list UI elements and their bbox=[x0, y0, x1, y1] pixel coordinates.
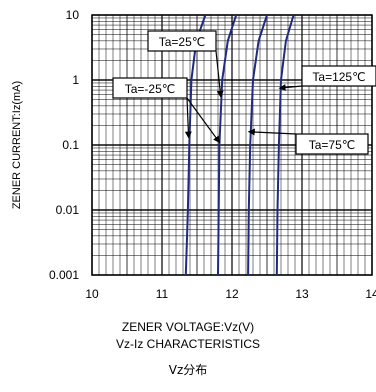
series-line bbox=[275, 15, 295, 275]
x-tick-label: 12 bbox=[225, 287, 239, 301]
annotation-arrow bbox=[215, 50, 224, 98]
annotation-box bbox=[112, 77, 188, 99]
annotation-box bbox=[301, 65, 376, 87]
y-tick-label: 0.001 bbox=[49, 268, 79, 282]
annotation-box bbox=[295, 133, 369, 155]
series-line bbox=[247, 15, 268, 275]
annotation-label: Ta=75℃ bbox=[309, 138, 356, 152]
tick-labels: 10 11 12 13 14 0.001 0.01 0.1 1 10 bbox=[49, 8, 376, 301]
series-line bbox=[217, 15, 238, 275]
x-axis-label: ZENER VOLTAGE:Vz(V) bbox=[121, 320, 255, 334]
annotation-arrow bbox=[247, 128, 297, 136]
y-tick-label: 10 bbox=[66, 8, 80, 22]
y-axis-label: ZENER CURRENT:Iz(mA) bbox=[11, 81, 23, 209]
x-tick-label: 13 bbox=[295, 287, 309, 301]
annotation-arrow bbox=[186, 97, 220, 144]
y-tick-label: 1 bbox=[72, 73, 79, 87]
annotation-label: Ta=125℃ bbox=[312, 70, 365, 84]
x-tick-label: 11 bbox=[156, 287, 169, 301]
annotation-arrow bbox=[184, 97, 192, 139]
grid-lines bbox=[91, 14, 373, 276]
annotation-arrow bbox=[278, 84, 303, 92]
annotation-label: Ta=25℃ bbox=[159, 35, 206, 49]
x-tick-label: 10 bbox=[85, 287, 99, 301]
x-tick-label: 14 bbox=[365, 287, 376, 301]
y-tick-label: 0.1 bbox=[62, 138, 79, 152]
annotation-box bbox=[147, 30, 217, 52]
plot-frame bbox=[91, 14, 373, 276]
figure-caption: Vz分布 bbox=[168, 363, 208, 377]
annotation-label: Ta=-25℃ bbox=[125, 82, 176, 96]
chart-subtitle: Vz-Iz CHARACTERISTICS bbox=[115, 337, 260, 351]
annotations: Ta=25℃ Ta=-25℃ Ta=125℃ Ta=75℃ bbox=[112, 30, 376, 155]
y-tick-label: 0.01 bbox=[56, 203, 80, 217]
